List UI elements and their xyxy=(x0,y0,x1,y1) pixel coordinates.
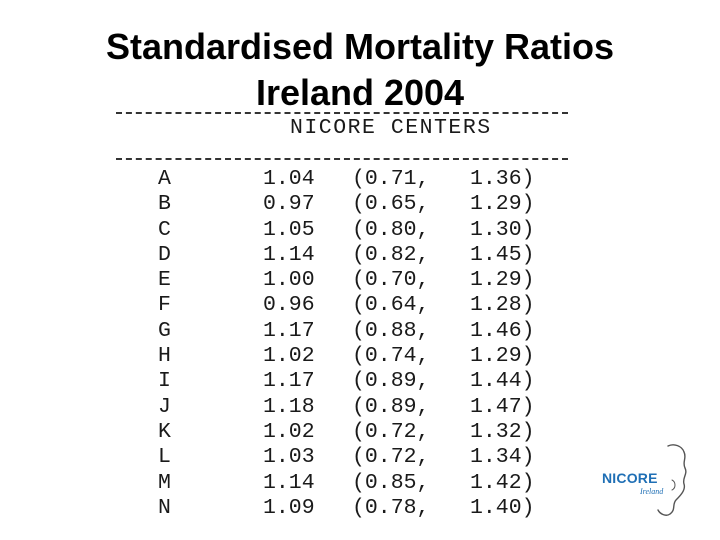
center-id: G xyxy=(158,318,171,343)
center-id: J xyxy=(158,394,171,419)
smr-table: A 1.04 (0.71, 1.36) B 0.97 (0.65, 1.29) … xyxy=(0,167,720,521)
center-id: I xyxy=(158,369,171,394)
table-row: G 1.17 (0.88, 1.46) xyxy=(0,319,720,344)
table-row: M 1.14 (0.85, 1.42) xyxy=(0,471,720,496)
center-id: K xyxy=(158,419,171,444)
table-header: NICORE CENTERS xyxy=(290,116,492,140)
table-row: E 1.00 (0.70, 1.29) xyxy=(0,268,720,293)
ci-lower: (0.82, xyxy=(352,242,430,267)
smr-value: 1.00 xyxy=(263,268,315,293)
ci-lower: (0.78, xyxy=(352,495,430,520)
ci-upper: 1.36) xyxy=(470,167,535,191)
center-id: B xyxy=(158,192,171,217)
ci-upper: 1.40) xyxy=(470,495,535,520)
ci-upper: 1.30) xyxy=(470,217,535,242)
table-row: L 1.03 (0.72, 1.34) xyxy=(0,445,720,470)
table-header-rule xyxy=(116,158,568,160)
smr-value: 1.09 xyxy=(263,495,315,520)
center-id: M xyxy=(158,470,171,495)
smr-value: 1.03 xyxy=(263,445,315,470)
smr-value: 0.97 xyxy=(263,192,315,217)
smr-value: 1.17 xyxy=(263,318,315,343)
ci-upper: 1.29) xyxy=(470,268,535,293)
ci-upper: 1.45) xyxy=(470,242,535,267)
smr-value: 1.04 xyxy=(263,167,315,191)
table-row: B 0.97 (0.65, 1.29) xyxy=(0,192,720,217)
logo-subtitle: Ireland xyxy=(640,487,664,496)
ireland-outline-icon xyxy=(657,444,687,516)
slide-title-line-2: Ireland 2004 xyxy=(255,72,465,113)
ci-upper: 1.29) xyxy=(470,192,535,217)
slide-title: Standardised Mortality Ratios Ireland 20… xyxy=(0,24,720,116)
center-id: F xyxy=(158,293,171,318)
nicore-logo: NICORE Ireland xyxy=(596,440,696,520)
ci-upper: 1.32) xyxy=(470,419,535,444)
table-row: N 1.09 (0.78, 1.40) xyxy=(0,496,720,521)
ci-lower: (0.70, xyxy=(352,268,430,293)
center-id: H xyxy=(158,344,171,369)
table-row: J 1.18 (0.89, 1.47) xyxy=(0,395,720,420)
ci-lower: (0.89, xyxy=(352,394,430,419)
ci-lower: (0.88, xyxy=(352,318,430,343)
table-row: F 0.96 (0.64, 1.28) xyxy=(0,293,720,318)
ci-lower: (0.71, xyxy=(352,167,430,191)
center-id: N xyxy=(158,495,171,520)
table-top-rule xyxy=(116,112,568,114)
ci-lower: (0.64, xyxy=(352,293,430,318)
center-id: C xyxy=(158,217,171,242)
ci-upper: 1.46) xyxy=(470,318,535,343)
center-id: E xyxy=(158,268,171,293)
smr-value: 1.02 xyxy=(263,419,315,444)
smr-value: 1.17 xyxy=(263,369,315,394)
smr-value: 1.14 xyxy=(263,470,315,495)
ci-lower: (0.74, xyxy=(352,344,430,369)
ci-lower: (0.72, xyxy=(352,419,430,444)
ci-upper: 1.44) xyxy=(470,369,535,394)
center-id: L xyxy=(158,445,171,470)
ci-upper: 1.47) xyxy=(470,394,535,419)
logo-wordmark: NICORE xyxy=(602,470,658,486)
table-row: H 1.02 (0.74, 1.29) xyxy=(0,344,720,369)
slide-title-line-1: Standardised Mortality Ratios xyxy=(105,26,615,67)
table-row: D 1.14 (0.82, 1.45) xyxy=(0,243,720,268)
ci-lower: (0.65, xyxy=(352,192,430,217)
ci-lower: (0.72, xyxy=(352,445,430,470)
table-row: A 1.04 (0.71, 1.36) xyxy=(0,167,720,192)
table-row: C 1.05 (0.80, 1.30) xyxy=(0,218,720,243)
smr-value: 1.02 xyxy=(263,344,315,369)
ci-upper: 1.42) xyxy=(470,470,535,495)
smr-value: 0.96 xyxy=(263,293,315,318)
smr-value: 1.14 xyxy=(263,242,315,267)
center-id: D xyxy=(158,242,171,267)
smr-value: 1.18 xyxy=(263,394,315,419)
center-id: A xyxy=(158,167,171,191)
table-row: I 1.17 (0.89, 1.44) xyxy=(0,369,720,394)
ci-upper: 1.29) xyxy=(470,344,535,369)
table-row: K 1.02 (0.72, 1.32) xyxy=(0,420,720,445)
smr-value: 1.05 xyxy=(263,217,315,242)
ci-lower: (0.89, xyxy=(352,369,430,394)
ci-lower: (0.80, xyxy=(352,217,430,242)
ci-lower: (0.85, xyxy=(352,470,430,495)
ci-upper: 1.34) xyxy=(470,445,535,470)
ci-upper: 1.28) xyxy=(470,293,535,318)
